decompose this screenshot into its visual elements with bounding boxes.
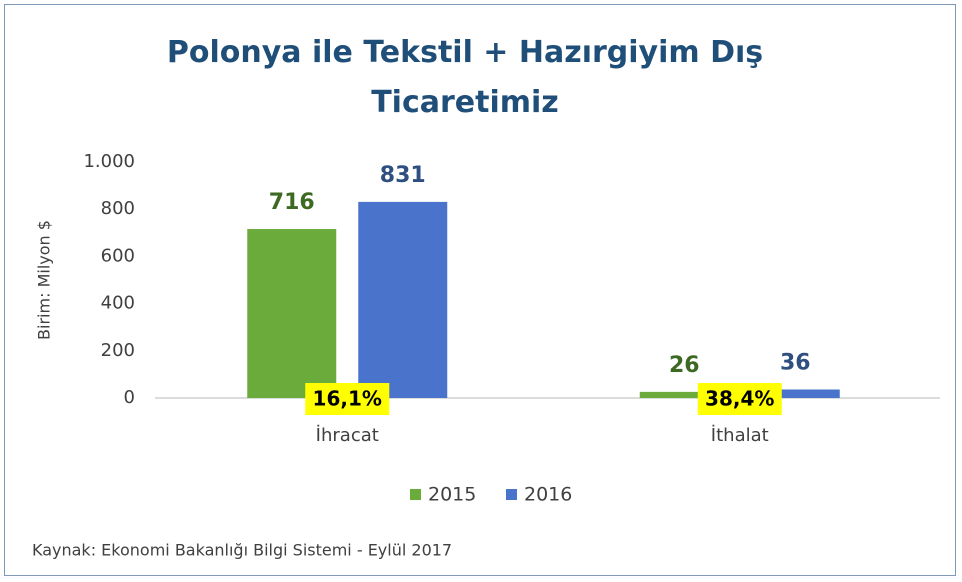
annotation-box bbox=[697, 383, 782, 415]
legend-swatch bbox=[506, 489, 517, 500]
x-tick-label: İthalat bbox=[711, 425, 769, 446]
y-tick-label: 0 bbox=[124, 387, 135, 408]
y-tick-label: 800 bbox=[101, 198, 135, 219]
y-tick-label: 600 bbox=[101, 245, 135, 266]
x-tick-label: İhracat bbox=[316, 425, 379, 446]
annotation: 16,1% bbox=[313, 387, 382, 411]
value-label: 716 bbox=[269, 190, 315, 215]
annotation: 38,4% bbox=[705, 387, 774, 411]
bar bbox=[750, 389, 840, 398]
bar bbox=[247, 229, 337, 398]
legend-label: 2015 bbox=[428, 484, 476, 506]
annotation-box bbox=[305, 383, 390, 415]
value-label: 36 bbox=[780, 351, 811, 376]
y-axis-label: Birim: Milyon $ bbox=[35, 220, 54, 340]
bar bbox=[358, 201, 448, 398]
y-tick-label: 200 bbox=[101, 340, 135, 361]
source: Kaynak: Ekonomi Bakanlığı Bilgi Sistemi … bbox=[32, 541, 452, 560]
legend-label: 2016 bbox=[524, 484, 572, 506]
frame bbox=[4, 4, 956, 576]
y-tick-label: 400 bbox=[101, 293, 135, 314]
value-label: 831 bbox=[380, 163, 426, 188]
chart-title: Polonya ile Tekstil + Hazırgiyim Dış Tic… bbox=[166, 35, 764, 120]
y-tick-label: 1.000 bbox=[83, 151, 135, 172]
bar bbox=[639, 391, 729, 398]
legend-swatch bbox=[410, 489, 421, 500]
value-label: 26 bbox=[669, 353, 700, 378]
